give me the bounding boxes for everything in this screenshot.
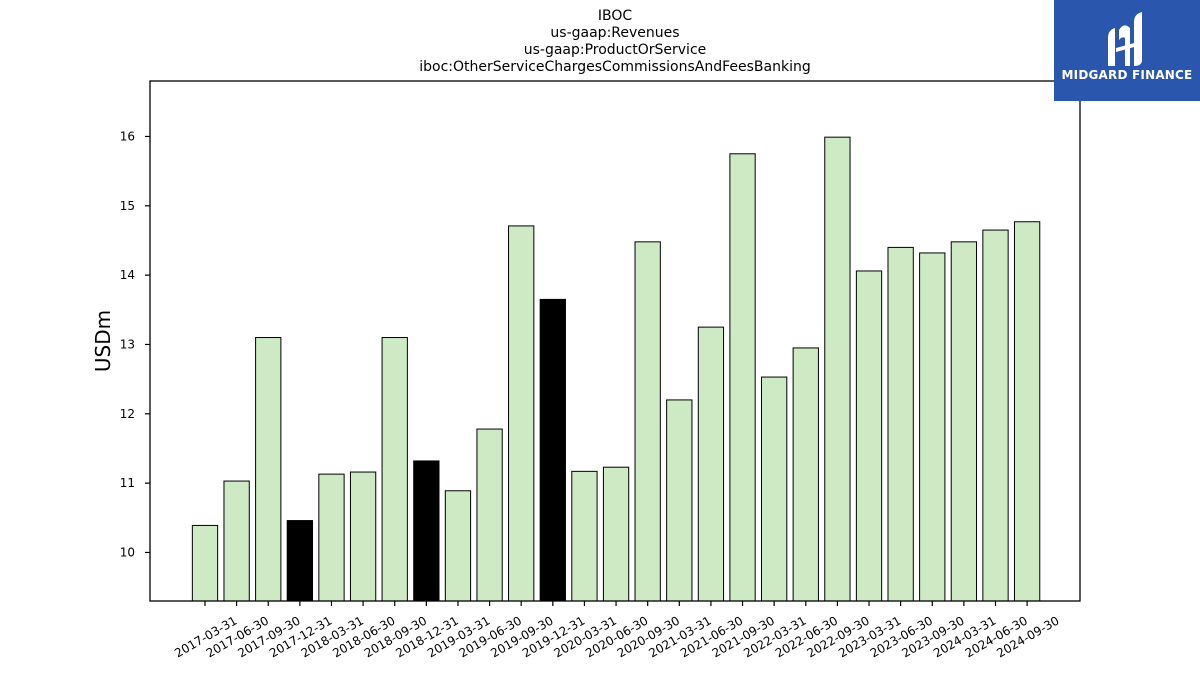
y-tick-label: 16 bbox=[120, 129, 135, 143]
bar bbox=[318, 473, 345, 602]
chart-title-line: IBOC bbox=[598, 8, 633, 24]
bar bbox=[539, 298, 566, 602]
bar bbox=[255, 337, 282, 602]
plot-frame bbox=[149, 80, 1081, 602]
bar bbox=[381, 337, 408, 602]
bar bbox=[571, 470, 598, 602]
bar bbox=[1013, 221, 1041, 602]
bar bbox=[634, 241, 661, 602]
bar bbox=[729, 153, 756, 602]
x-axis: 2017-03-312017-06-302017-09-302017-12-31… bbox=[172, 601, 1062, 660]
bar bbox=[444, 490, 472, 602]
bar bbox=[286, 520, 314, 602]
bar bbox=[476, 428, 503, 602]
bar bbox=[666, 399, 693, 602]
y-tick-label: 12 bbox=[120, 407, 135, 421]
bar bbox=[413, 460, 440, 602]
bar bbox=[697, 326, 725, 602]
bars bbox=[191, 136, 1041, 602]
bar bbox=[508, 225, 535, 602]
chart-title-line: us-gaap:ProductOrService bbox=[524, 42, 707, 58]
y-tick-label: 13 bbox=[120, 337, 135, 351]
bar bbox=[191, 524, 219, 602]
chart-title-line: iboc:OtherServiceChargesCommissionsAndFe… bbox=[419, 59, 810, 75]
bar bbox=[349, 471, 377, 602]
brand-logo: MIDGARD FINANCE bbox=[1054, 0, 1200, 101]
y-tick-label: 11 bbox=[120, 476, 135, 490]
chart-title-line: us-gaap:Revenues bbox=[550, 25, 679, 41]
bar bbox=[223, 480, 250, 602]
bar bbox=[792, 347, 819, 602]
brand-name: MIDGARD FINANCE bbox=[1061, 68, 1193, 82]
bar bbox=[887, 246, 914, 602]
chart-title: IBOCus-gaap:Revenuesus-gaap:ProductOrSer… bbox=[419, 8, 810, 75]
bar bbox=[602, 466, 630, 602]
bar bbox=[761, 376, 788, 602]
y-tick-label: 15 bbox=[120, 199, 135, 213]
bar bbox=[919, 252, 946, 602]
bar bbox=[855, 270, 883, 602]
bar bbox=[950, 241, 978, 602]
y-tick-label: 10 bbox=[120, 545, 135, 559]
bar bbox=[824, 136, 851, 602]
midgard-logo-icon bbox=[1108, 12, 1142, 66]
y-axis-label: USDm bbox=[91, 310, 115, 372]
y-axis: 10 11 12 13 14 15 16 bbox=[120, 129, 150, 559]
bar bbox=[982, 229, 1009, 602]
y-tick-label: 14 bbox=[120, 268, 135, 282]
